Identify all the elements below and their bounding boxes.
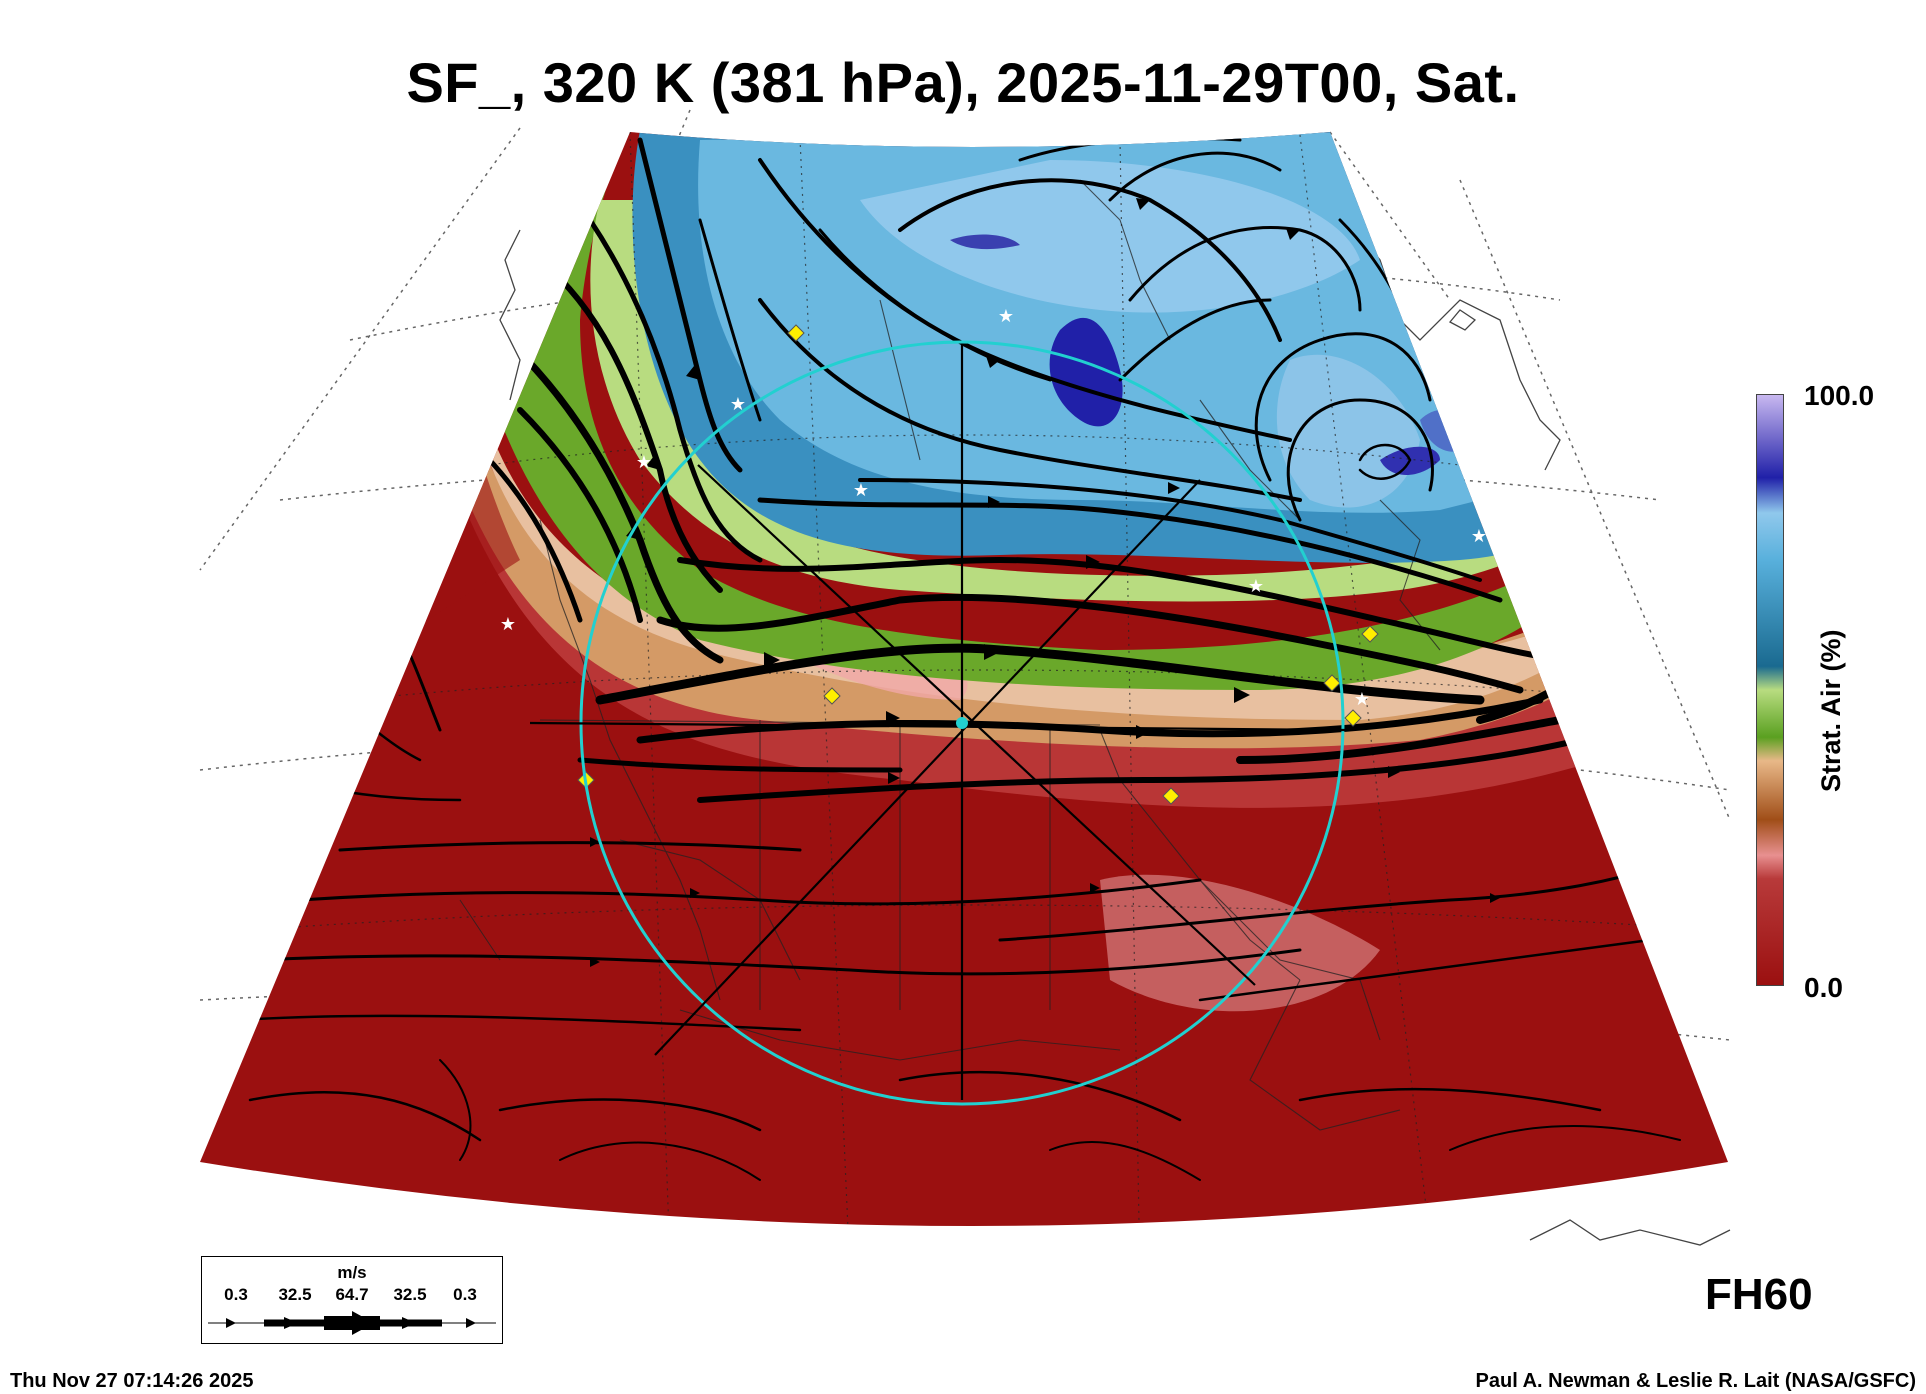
colorbar-max-label: 100.0 <box>1804 380 1875 411</box>
strat-air-field: ★ ★ ★ ★ ★ ★ ★ ★ <box>200 132 1728 1226</box>
vector-legend: m/s 0.3 32.5 64.7 32.5 0.3 <box>201 1256 503 1344</box>
legend-value: 64.7 <box>335 1285 369 1304</box>
legend-value: 0.3 <box>453 1285 477 1304</box>
svg-text:★: ★ <box>1354 689 1370 710</box>
svg-text:★: ★ <box>1471 526 1487 547</box>
chart-title: SF_, 320 K (381 hPa), 2025-11-29T00, Sat… <box>406 51 1520 114</box>
colorbar-min-label: 0.0 <box>1804 972 1843 1003</box>
svg-text:★: ★ <box>998 306 1014 327</box>
legend-arrow <box>208 1311 496 1335</box>
forecast-hour-label: FH60 <box>1705 1270 1813 1319</box>
footer-timestamp: Thu Nov 27 07:14:26 2025 <box>10 1370 254 1392</box>
svg-text:★: ★ <box>853 480 869 501</box>
star-markers: ★ ★ ★ ★ ★ ★ ★ ★ <box>500 306 1487 710</box>
footer-credit: Paul A. Newman & Leslie R. Lait (NASA/GS… <box>1475 1370 1916 1392</box>
legend-value: 32.5 <box>278 1285 312 1304</box>
legend-unit: m/s <box>337 1263 367 1282</box>
svg-text:★: ★ <box>1248 576 1264 597</box>
svg-text:★: ★ <box>636 452 652 473</box>
stream-arrows <box>590 198 1500 967</box>
legend-value: 32.5 <box>393 1285 427 1304</box>
reference-circle <box>529 340 1346 1106</box>
legend-value: 0.3 <box>224 1285 248 1304</box>
colorbar <box>1756 394 1784 986</box>
svg-text:★: ★ <box>500 614 516 635</box>
svg-text:★: ★ <box>730 394 746 415</box>
colorbar-axis-label: Strat. Air (%) <box>1816 629 1846 792</box>
